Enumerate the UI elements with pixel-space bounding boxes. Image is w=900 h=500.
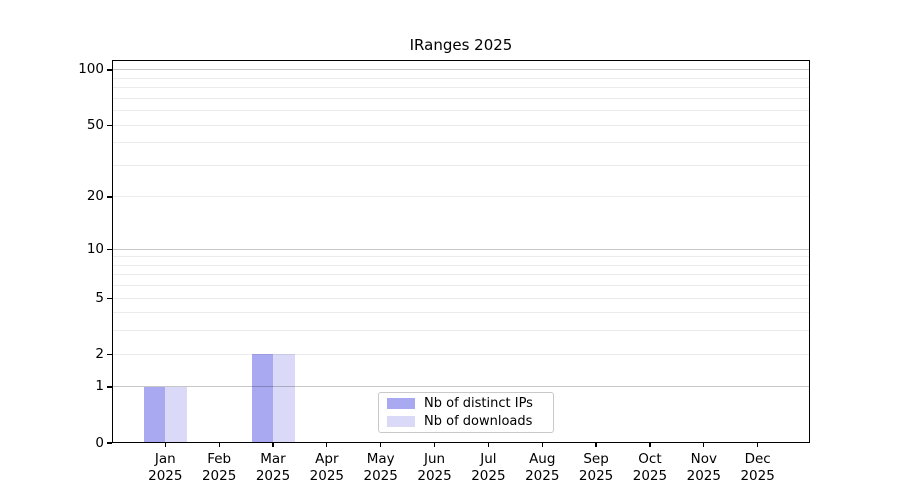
gridline-y-5 bbox=[112, 297, 810, 299]
x-tick-nov bbox=[703, 443, 705, 447]
x-tick-label-year: 2025 bbox=[309, 468, 345, 484]
legend-item-distinct-ips: Nb of distinct IPs bbox=[387, 396, 545, 412]
gridline-y-60 bbox=[112, 110, 810, 112]
x-tick-feb bbox=[218, 443, 220, 447]
x-tick-label-year: 2025 bbox=[525, 468, 560, 484]
plot-area bbox=[112, 60, 810, 443]
legend-item-downloads: Nb of downloads bbox=[387, 414, 545, 430]
x-tick-label-month: May bbox=[366, 451, 395, 467]
gridline-y-100 bbox=[112, 69, 810, 71]
x-tick-label-month: Nov bbox=[690, 451, 717, 467]
x-tick-label-month: Mar bbox=[260, 451, 286, 467]
gridline-y-90 bbox=[112, 77, 810, 79]
chart-title: IRanges 2025 bbox=[409, 36, 513, 54]
gridline-y-8 bbox=[112, 264, 810, 266]
x-tick-aug bbox=[541, 443, 543, 447]
gridline-y-30 bbox=[112, 164, 810, 166]
legend-label-downloads: Nb of downloads bbox=[424, 413, 533, 429]
bar-nb-of-downloads-jan bbox=[165, 386, 187, 443]
x-tick-dec bbox=[757, 443, 759, 447]
x-tick-label-year: 2025 bbox=[632, 468, 668, 484]
x-tick-jun bbox=[433, 443, 436, 447]
gridline-y-3 bbox=[112, 330, 810, 332]
x-tick-label-month: Oct bbox=[638, 451, 662, 467]
y-tick-label-0: 0 bbox=[95, 434, 104, 451]
x-tick-label-year: 2025 bbox=[363, 468, 398, 484]
x-tick-sep bbox=[595, 443, 597, 447]
gridline-y-40 bbox=[112, 142, 810, 144]
gridline-y-80 bbox=[112, 87, 810, 89]
x-tick-apr bbox=[326, 443, 328, 447]
x-tick-label-month: Jul bbox=[480, 451, 497, 467]
x-tick-label-nov: Nov 2025 bbox=[676, 451, 732, 485]
x-tick-label-month: Jan bbox=[154, 451, 176, 467]
y-tick-20 bbox=[107, 196, 112, 198]
gridline-y-9 bbox=[112, 256, 810, 258]
gridline-y-50 bbox=[112, 124, 810, 126]
gridline-y-6 bbox=[112, 285, 810, 287]
x-tick-label-year: 2025 bbox=[686, 468, 721, 484]
legend: Nb of distinct IPs Nb of downloads bbox=[378, 392, 554, 433]
y-tick-label-1: 1 bbox=[95, 378, 104, 395]
y-tick-label-5: 5 bbox=[95, 289, 104, 306]
gridlines-layer bbox=[112, 60, 810, 443]
x-tick-label-month: Sep bbox=[583, 451, 609, 467]
x-tick-label-oct: Oct 2025 bbox=[622, 451, 678, 485]
gridline-y-1 bbox=[112, 386, 810, 388]
x-tick-label-year: 2025 bbox=[255, 468, 291, 484]
x-tick-label-year: 2025 bbox=[417, 468, 452, 484]
x-tick-label-month: Dec bbox=[744, 451, 771, 467]
y-tick-label-100: 100 bbox=[78, 61, 104, 78]
y-tick-label-50: 50 bbox=[86, 116, 104, 133]
gridline-y-10 bbox=[112, 248, 810, 250]
gridline-y-70 bbox=[112, 97, 810, 99]
x-tick-label-apr: Apr 2025 bbox=[299, 451, 355, 485]
x-tick-label-month: Apr bbox=[315, 451, 339, 467]
x-tick-label-month: Feb bbox=[207, 451, 232, 467]
bars-layer bbox=[112, 60, 810, 443]
x-tick-label-year: 2025 bbox=[471, 468, 506, 484]
x-tick-label-sep: Sep 2025 bbox=[568, 451, 624, 485]
y-tick-label-2: 2 bbox=[95, 345, 104, 362]
x-tick-label-aug: Aug 2025 bbox=[514, 451, 570, 485]
x-tick-jan bbox=[164, 443, 166, 447]
y-tick-5 bbox=[107, 297, 112, 299]
x-tick-label-year: 2025 bbox=[578, 468, 614, 484]
x-tick-label-mar: Mar 2025 bbox=[245, 451, 301, 485]
x-tick-jul bbox=[487, 443, 490, 447]
legend-swatch-distinct-ips bbox=[387, 398, 415, 410]
x-tick-label-feb: Feb 2025 bbox=[191, 451, 247, 485]
x-tick-label-jul: Jul 2025 bbox=[460, 451, 516, 485]
gridline-y-4 bbox=[112, 312, 810, 314]
y-tick-100 bbox=[107, 69, 112, 71]
x-tick-label-year: 2025 bbox=[148, 468, 183, 484]
bar-nb-of-distinct-ips-mar bbox=[251, 354, 273, 443]
y-tick-2 bbox=[107, 353, 112, 355]
legend-swatch-downloads bbox=[387, 415, 415, 427]
y-tick-0 bbox=[107, 442, 112, 444]
gridline-y-20 bbox=[112, 196, 810, 198]
bar-nb-of-downloads-mar bbox=[273, 354, 295, 443]
bar-nb-of-distinct-ips-jan bbox=[143, 386, 166, 443]
y-tick-1 bbox=[107, 386, 112, 388]
x-tick-label-year: 2025 bbox=[201, 468, 237, 484]
x-tick-label-month: Jun bbox=[424, 451, 446, 467]
x-tick-label-dec: Dec 2025 bbox=[730, 451, 786, 485]
x-tick-label-jan: Jan 2025 bbox=[137, 451, 193, 485]
legend-label-distinct-ips: Nb of distinct IPs bbox=[424, 396, 533, 412]
x-tick-label-year: 2025 bbox=[740, 468, 775, 484]
y-tick-50 bbox=[107, 124, 112, 126]
y-tick-10 bbox=[107, 248, 112, 250]
gridline-y-2 bbox=[112, 353, 810, 355]
x-tick-may bbox=[380, 443, 382, 447]
x-tick-label-month: Aug bbox=[529, 451, 556, 467]
y-tick-label-20: 20 bbox=[86, 188, 104, 205]
x-tick-mar bbox=[272, 443, 274, 447]
x-tick-label-may: May 2025 bbox=[353, 451, 409, 485]
gridline-y-7 bbox=[112, 274, 810, 276]
x-tick-label-jun: Jun 2025 bbox=[407, 451, 463, 485]
x-tick-oct bbox=[649, 443, 651, 447]
y-tick-label-10: 10 bbox=[86, 240, 104, 257]
